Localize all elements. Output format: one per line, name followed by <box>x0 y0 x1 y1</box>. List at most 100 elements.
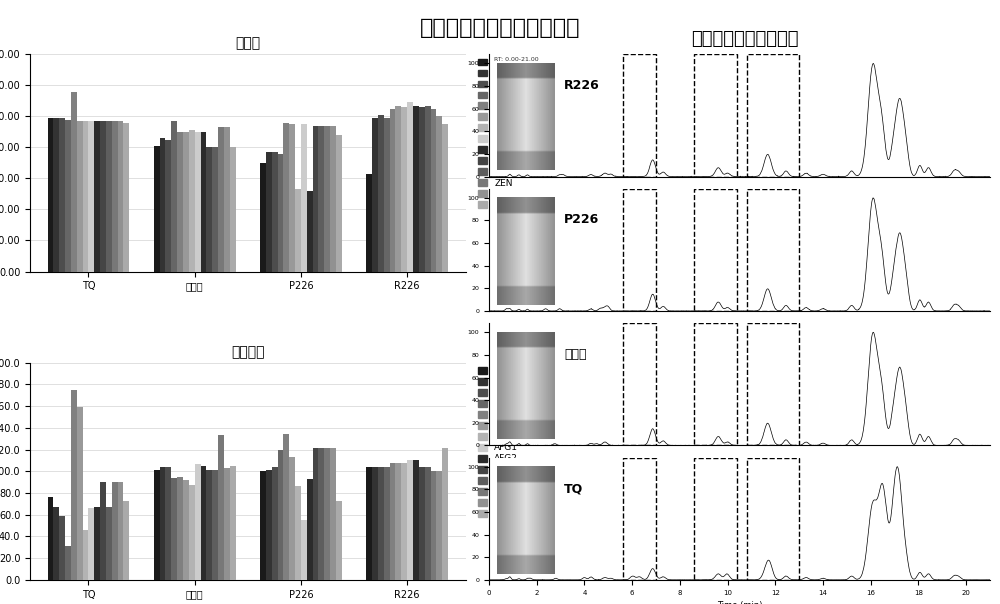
Bar <box>278 449 283 580</box>
Bar <box>330 448 336 580</box>
Bar <box>278 153 283 272</box>
Bar <box>747 54 799 176</box>
Bar <box>372 467 378 580</box>
Bar <box>289 124 295 272</box>
Bar <box>112 121 118 272</box>
Text: 多毒素净化柱净化效果对比: 多毒素净化柱净化效果对比 <box>420 18 580 38</box>
Bar <box>747 458 799 580</box>
Bar <box>195 464 201 580</box>
Bar <box>71 92 77 272</box>
Text: P226: P226 <box>564 213 599 226</box>
Bar <box>100 121 106 272</box>
Bar <box>100 482 106 580</box>
Bar <box>177 477 183 580</box>
Bar <box>419 467 425 580</box>
Bar <box>390 463 395 580</box>
Bar <box>71 390 77 580</box>
Bar <box>165 140 171 272</box>
Bar <box>378 467 384 580</box>
Bar <box>59 118 65 272</box>
Bar <box>206 147 212 272</box>
Bar <box>372 118 378 272</box>
Bar <box>118 121 123 272</box>
Bar <box>65 120 71 272</box>
Bar <box>336 135 342 272</box>
Bar <box>123 123 129 272</box>
Bar <box>425 467 431 580</box>
Bar <box>230 147 236 272</box>
Bar <box>366 467 372 580</box>
Bar <box>307 479 313 580</box>
Bar <box>324 448 330 580</box>
Bar <box>336 501 342 580</box>
Bar <box>431 109 436 272</box>
Bar <box>48 118 53 272</box>
Bar <box>206 470 212 580</box>
Bar <box>301 124 307 272</box>
Bar <box>295 189 301 272</box>
Bar <box>183 132 189 272</box>
Bar <box>272 152 278 272</box>
Bar <box>419 107 425 272</box>
Bar <box>401 107 407 272</box>
Bar <box>401 463 407 580</box>
X-axis label: Time (min): Time (min) <box>717 601 762 604</box>
Bar <box>171 478 177 580</box>
Bar <box>77 121 83 272</box>
Bar <box>260 471 266 580</box>
Bar <box>266 470 272 580</box>
Bar <box>318 126 324 272</box>
Bar <box>65 546 71 580</box>
Legend: NIV, DON, DON-3G, 3-AcDON, 15-AcDON, AFB1, AFB2, AFG1, AFG2, T-2, HT-2, ZEN, OTA: NIV, DON, DON-3G, 3-AcDON, 15-AcDON, AFB… <box>474 54 544 214</box>
Bar <box>106 121 112 272</box>
Bar <box>694 189 737 311</box>
Bar <box>413 106 419 272</box>
Bar <box>384 467 390 580</box>
Text: RT: 0.00-21.00: RT: 0.00-21.00 <box>494 57 539 62</box>
Bar <box>212 470 218 580</box>
Bar <box>189 486 195 580</box>
Bar <box>160 467 165 580</box>
Bar <box>94 507 100 580</box>
Bar <box>59 516 65 580</box>
Bar <box>747 323 799 445</box>
Bar <box>694 458 737 580</box>
Bar <box>623 323 656 445</box>
Bar <box>366 174 372 272</box>
Bar <box>48 497 53 580</box>
Bar <box>313 448 318 580</box>
Bar <box>83 530 88 580</box>
Bar <box>224 127 230 272</box>
Bar <box>623 54 656 176</box>
Bar <box>413 460 419 580</box>
Legend: NIV, DON, DON-3G, 3-ACDON, 15-ACDON, AFB1, AFB2, AFG1, AFG2, T2, HT, ZEN, OTA, S: NIV, DON, DON-3G, 3-ACDON, 15-ACDON, AFB… <box>474 363 545 522</box>
Bar <box>94 121 100 272</box>
Bar <box>289 457 295 580</box>
Bar <box>623 458 656 580</box>
Text: TQ: TQ <box>564 482 583 495</box>
Title: 回收率: 回收率 <box>235 36 260 50</box>
Bar <box>283 123 289 272</box>
Bar <box>189 130 195 272</box>
Bar <box>177 132 183 272</box>
Bar <box>118 482 123 580</box>
Text: 本发明: 本发明 <box>564 348 587 361</box>
Bar <box>694 323 737 445</box>
Bar <box>165 467 171 580</box>
Bar <box>160 138 165 272</box>
Bar <box>183 480 189 580</box>
Bar <box>301 520 307 580</box>
Bar <box>378 115 384 272</box>
Bar <box>436 471 442 580</box>
Bar <box>106 507 112 580</box>
Bar <box>390 109 395 272</box>
Bar <box>442 124 448 272</box>
Bar <box>53 118 59 272</box>
Bar <box>88 121 94 272</box>
Bar <box>407 103 413 272</box>
Bar <box>747 189 799 311</box>
Bar <box>318 448 324 580</box>
Bar <box>395 106 401 272</box>
Bar <box>230 466 236 580</box>
Bar <box>218 435 224 580</box>
